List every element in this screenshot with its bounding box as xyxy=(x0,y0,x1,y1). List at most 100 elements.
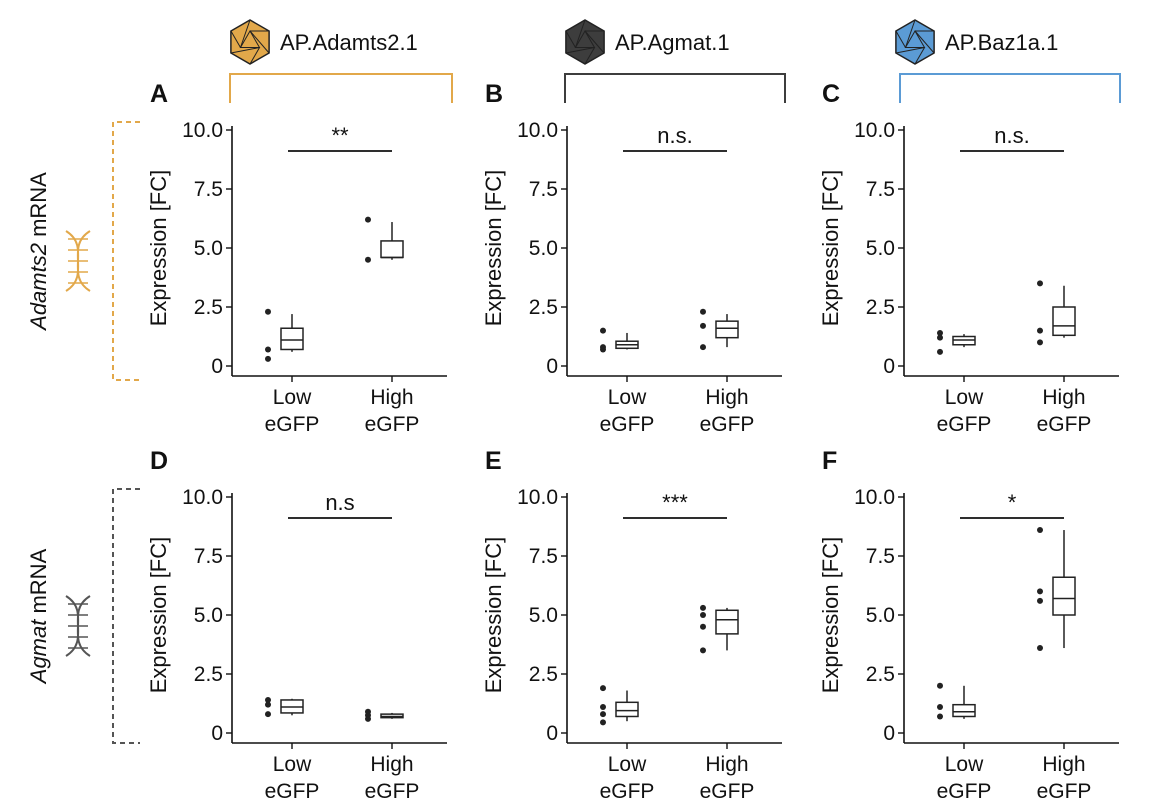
data-point xyxy=(265,696,271,703)
capsid-edge-icon xyxy=(914,30,935,54)
x-tick-label-line: eGFP xyxy=(600,413,655,436)
x-tick-label-line: eGFP xyxy=(1037,413,1092,436)
capsid-facets-icon xyxy=(565,19,605,65)
data-point xyxy=(937,713,943,720)
y-tick-label: 7.5 xyxy=(529,545,558,568)
x-tick-label: Low eGFP xyxy=(937,386,992,436)
x-tick-label: High eGFP xyxy=(365,753,420,803)
x-tick-label-line: Low xyxy=(608,386,647,409)
x-tick-label-line: High xyxy=(370,753,413,776)
box-2 xyxy=(1037,280,1076,346)
box-1 xyxy=(265,696,304,718)
box-body xyxy=(1052,576,1076,616)
y-tick-label: 2.5 xyxy=(866,663,895,686)
panel-letter: C xyxy=(822,80,840,108)
panel-letter: B xyxy=(485,80,503,108)
box-2 xyxy=(700,308,739,351)
box-body xyxy=(1052,306,1076,337)
y-tick-label: 7.5 xyxy=(194,178,223,201)
data-point xyxy=(937,348,943,355)
y-tick-label: 10.0 xyxy=(517,486,558,509)
panel-letter: F xyxy=(822,447,837,475)
x-tick-label: Low eGFP xyxy=(600,386,655,436)
y-tick-label: 5.0 xyxy=(529,604,558,627)
box-1 xyxy=(265,308,304,362)
y-tick-label: 7.5 xyxy=(194,545,223,568)
data-point xyxy=(937,329,943,336)
data-point xyxy=(265,711,271,718)
x-tick-label: High eGFP xyxy=(700,386,755,436)
data-point xyxy=(937,334,943,341)
box-body xyxy=(615,701,639,718)
data-point xyxy=(365,715,371,722)
capsid-edge-icon xyxy=(230,30,241,48)
x-tick-label-line: High xyxy=(1042,386,1085,409)
x-tick-label: Low eGFP xyxy=(600,753,655,803)
x-tick-label: High eGFP xyxy=(700,753,755,803)
y-tick-label: 0 xyxy=(546,722,558,745)
vector-bracket xyxy=(899,73,1121,103)
capsid-icon xyxy=(565,19,605,65)
box-1 xyxy=(937,682,976,720)
x-tick-label: Low eGFP xyxy=(265,753,320,803)
y-tick-label: 5.0 xyxy=(194,604,223,627)
box-1 xyxy=(600,685,639,726)
x-tick-label-line: eGFP xyxy=(365,780,420,803)
y-axis-label: Expression [FC] xyxy=(481,537,506,694)
y-tick-label: 5.0 xyxy=(194,237,223,260)
capsid-edge-icon xyxy=(584,47,595,65)
row-label-1: Adamts2 mRNA xyxy=(26,121,140,381)
dna-icon xyxy=(65,595,91,657)
x-tick-label-line: Low xyxy=(608,753,647,776)
data-point xyxy=(700,647,706,654)
x-tick-label: High eGFP xyxy=(1037,753,1092,803)
y-tick-label: 0 xyxy=(546,355,558,378)
x-tick-label-line: Low xyxy=(945,753,984,776)
y-tick-label: 7.5 xyxy=(529,178,558,201)
data-point xyxy=(1037,588,1043,595)
y-tick-label: 0 xyxy=(211,355,223,378)
data-point xyxy=(600,327,606,334)
y-tick-label: 7.5 xyxy=(866,178,895,201)
y-tick-label: 0 xyxy=(883,722,895,745)
capsid-edge-icon xyxy=(249,47,260,65)
vector-headers: AP.Adamts2.1 AP.Agmat.1 AP.Baz1a.1 xyxy=(229,19,1121,103)
y-tick-label: 5.0 xyxy=(866,237,895,260)
data-point xyxy=(600,685,606,692)
data-point xyxy=(265,308,271,315)
box-2 xyxy=(365,216,404,263)
capsid-edge-icon xyxy=(230,47,260,54)
box-2 xyxy=(1037,527,1076,652)
data-point xyxy=(600,346,606,353)
data-point xyxy=(365,216,371,223)
row-bracket xyxy=(112,121,140,381)
x-tick-label: Low eGFP xyxy=(937,753,992,803)
capsid-facet-icon xyxy=(574,29,596,48)
x-tick-label-line: eGFP xyxy=(700,413,755,436)
x-tick-label-line: Low xyxy=(273,753,312,776)
data-point xyxy=(700,344,706,351)
y-tick-label: 10.0 xyxy=(854,119,895,142)
y-tick-label: 2.5 xyxy=(194,296,223,319)
data-point xyxy=(1037,527,1043,534)
y-tick-label: 10.0 xyxy=(854,486,895,509)
data-point xyxy=(1037,645,1043,652)
row-gene-name: Adamts2 xyxy=(26,243,51,332)
x-tick-label-line: eGFP xyxy=(700,780,755,803)
data-point xyxy=(1037,339,1043,346)
x-tick-label-line: High xyxy=(1042,753,1085,776)
x-tick-label: High eGFP xyxy=(1037,386,1092,436)
data-point xyxy=(700,623,706,630)
x-tick-label-line: eGFP xyxy=(265,413,320,436)
capsid-icon xyxy=(895,19,935,65)
x-tick-label-line: High xyxy=(370,386,413,409)
y-tick-label: 2.5 xyxy=(194,663,223,686)
y-axis-label: Expression [FC] xyxy=(146,537,171,694)
data-point xyxy=(937,704,943,711)
row-gene-suffix: mRNA xyxy=(26,548,51,619)
